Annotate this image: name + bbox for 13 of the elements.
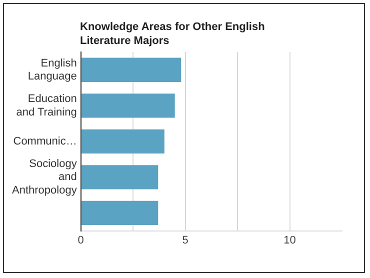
bar	[81, 129, 164, 154]
y-tick-label: Sociology and Anthropology	[12, 158, 78, 196]
y-tick-label: Communic…	[13, 135, 77, 148]
chart-title: Knowledge Areas for Other English Literature Majors	[80, 20, 266, 48]
bar	[81, 94, 175, 118]
x-tick-label: 0	[78, 234, 84, 246]
bar	[81, 200, 158, 225]
x-tick-label: 5	[182, 234, 188, 246]
y-tick-label: English Language	[28, 57, 77, 83]
bar	[81, 58, 182, 82]
x-tick-label: 10	[284, 234, 296, 246]
y-tick-label: Education and Training	[16, 93, 77, 118]
bar	[81, 165, 158, 190]
